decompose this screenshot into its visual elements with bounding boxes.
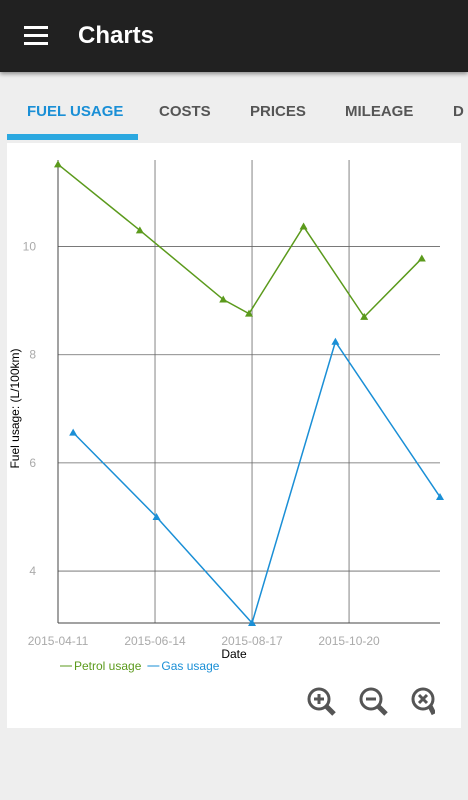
y-tick-label: 10 (23, 240, 37, 254)
point (219, 295, 228, 303)
series-line (72, 339, 441, 625)
y-tick-label: 8 (29, 348, 36, 362)
zoom-out[interactable] (359, 687, 388, 716)
app-bar: Charts (0, 0, 468, 72)
y-axis-label: Fuel usage: (L/100km) (8, 348, 22, 468)
x-tick-label: 2015-10-20 (318, 634, 380, 648)
chart-card (7, 143, 461, 728)
point (69, 428, 78, 436)
point (299, 222, 308, 230)
point (436, 492, 444, 500)
tab[interactable]: D (453, 103, 464, 120)
point (135, 226, 144, 234)
point (331, 337, 340, 345)
point (248, 619, 257, 626)
x-axis-label: Date (221, 647, 247, 661)
series-line (57, 163, 423, 319)
tab[interactable]: PRICES (250, 103, 306, 120)
zoom-in[interactable] (307, 687, 336, 716)
point (360, 312, 369, 320)
x-tick-label: 2015-04-11 (28, 634, 89, 648)
tab[interactable]: FUEL USAGE (27, 103, 124, 120)
point (417, 254, 426, 262)
legend-label: Petrol usage (74, 659, 142, 673)
point (54, 160, 62, 168)
tab[interactable]: MILEAGE (345, 103, 414, 120)
menu-icon[interactable] (24, 26, 48, 46)
point (245, 309, 253, 317)
y-tick-label: 6 (29, 456, 36, 470)
zoom-controls (307, 687, 435, 716)
zoom-reset[interactable] (411, 687, 435, 716)
x-tick-label: 2015-06-14 (124, 634, 186, 648)
x-tick-label: 2015-08-17 (221, 634, 283, 648)
app-title: Charts (78, 22, 155, 49)
legend-label: Gas usage (161, 659, 219, 673)
y-tick-label: 4 (29, 564, 36, 578)
tab-indicator (7, 134, 138, 140)
point (152, 512, 161, 520)
tab[interactable]: COSTS (159, 103, 211, 120)
